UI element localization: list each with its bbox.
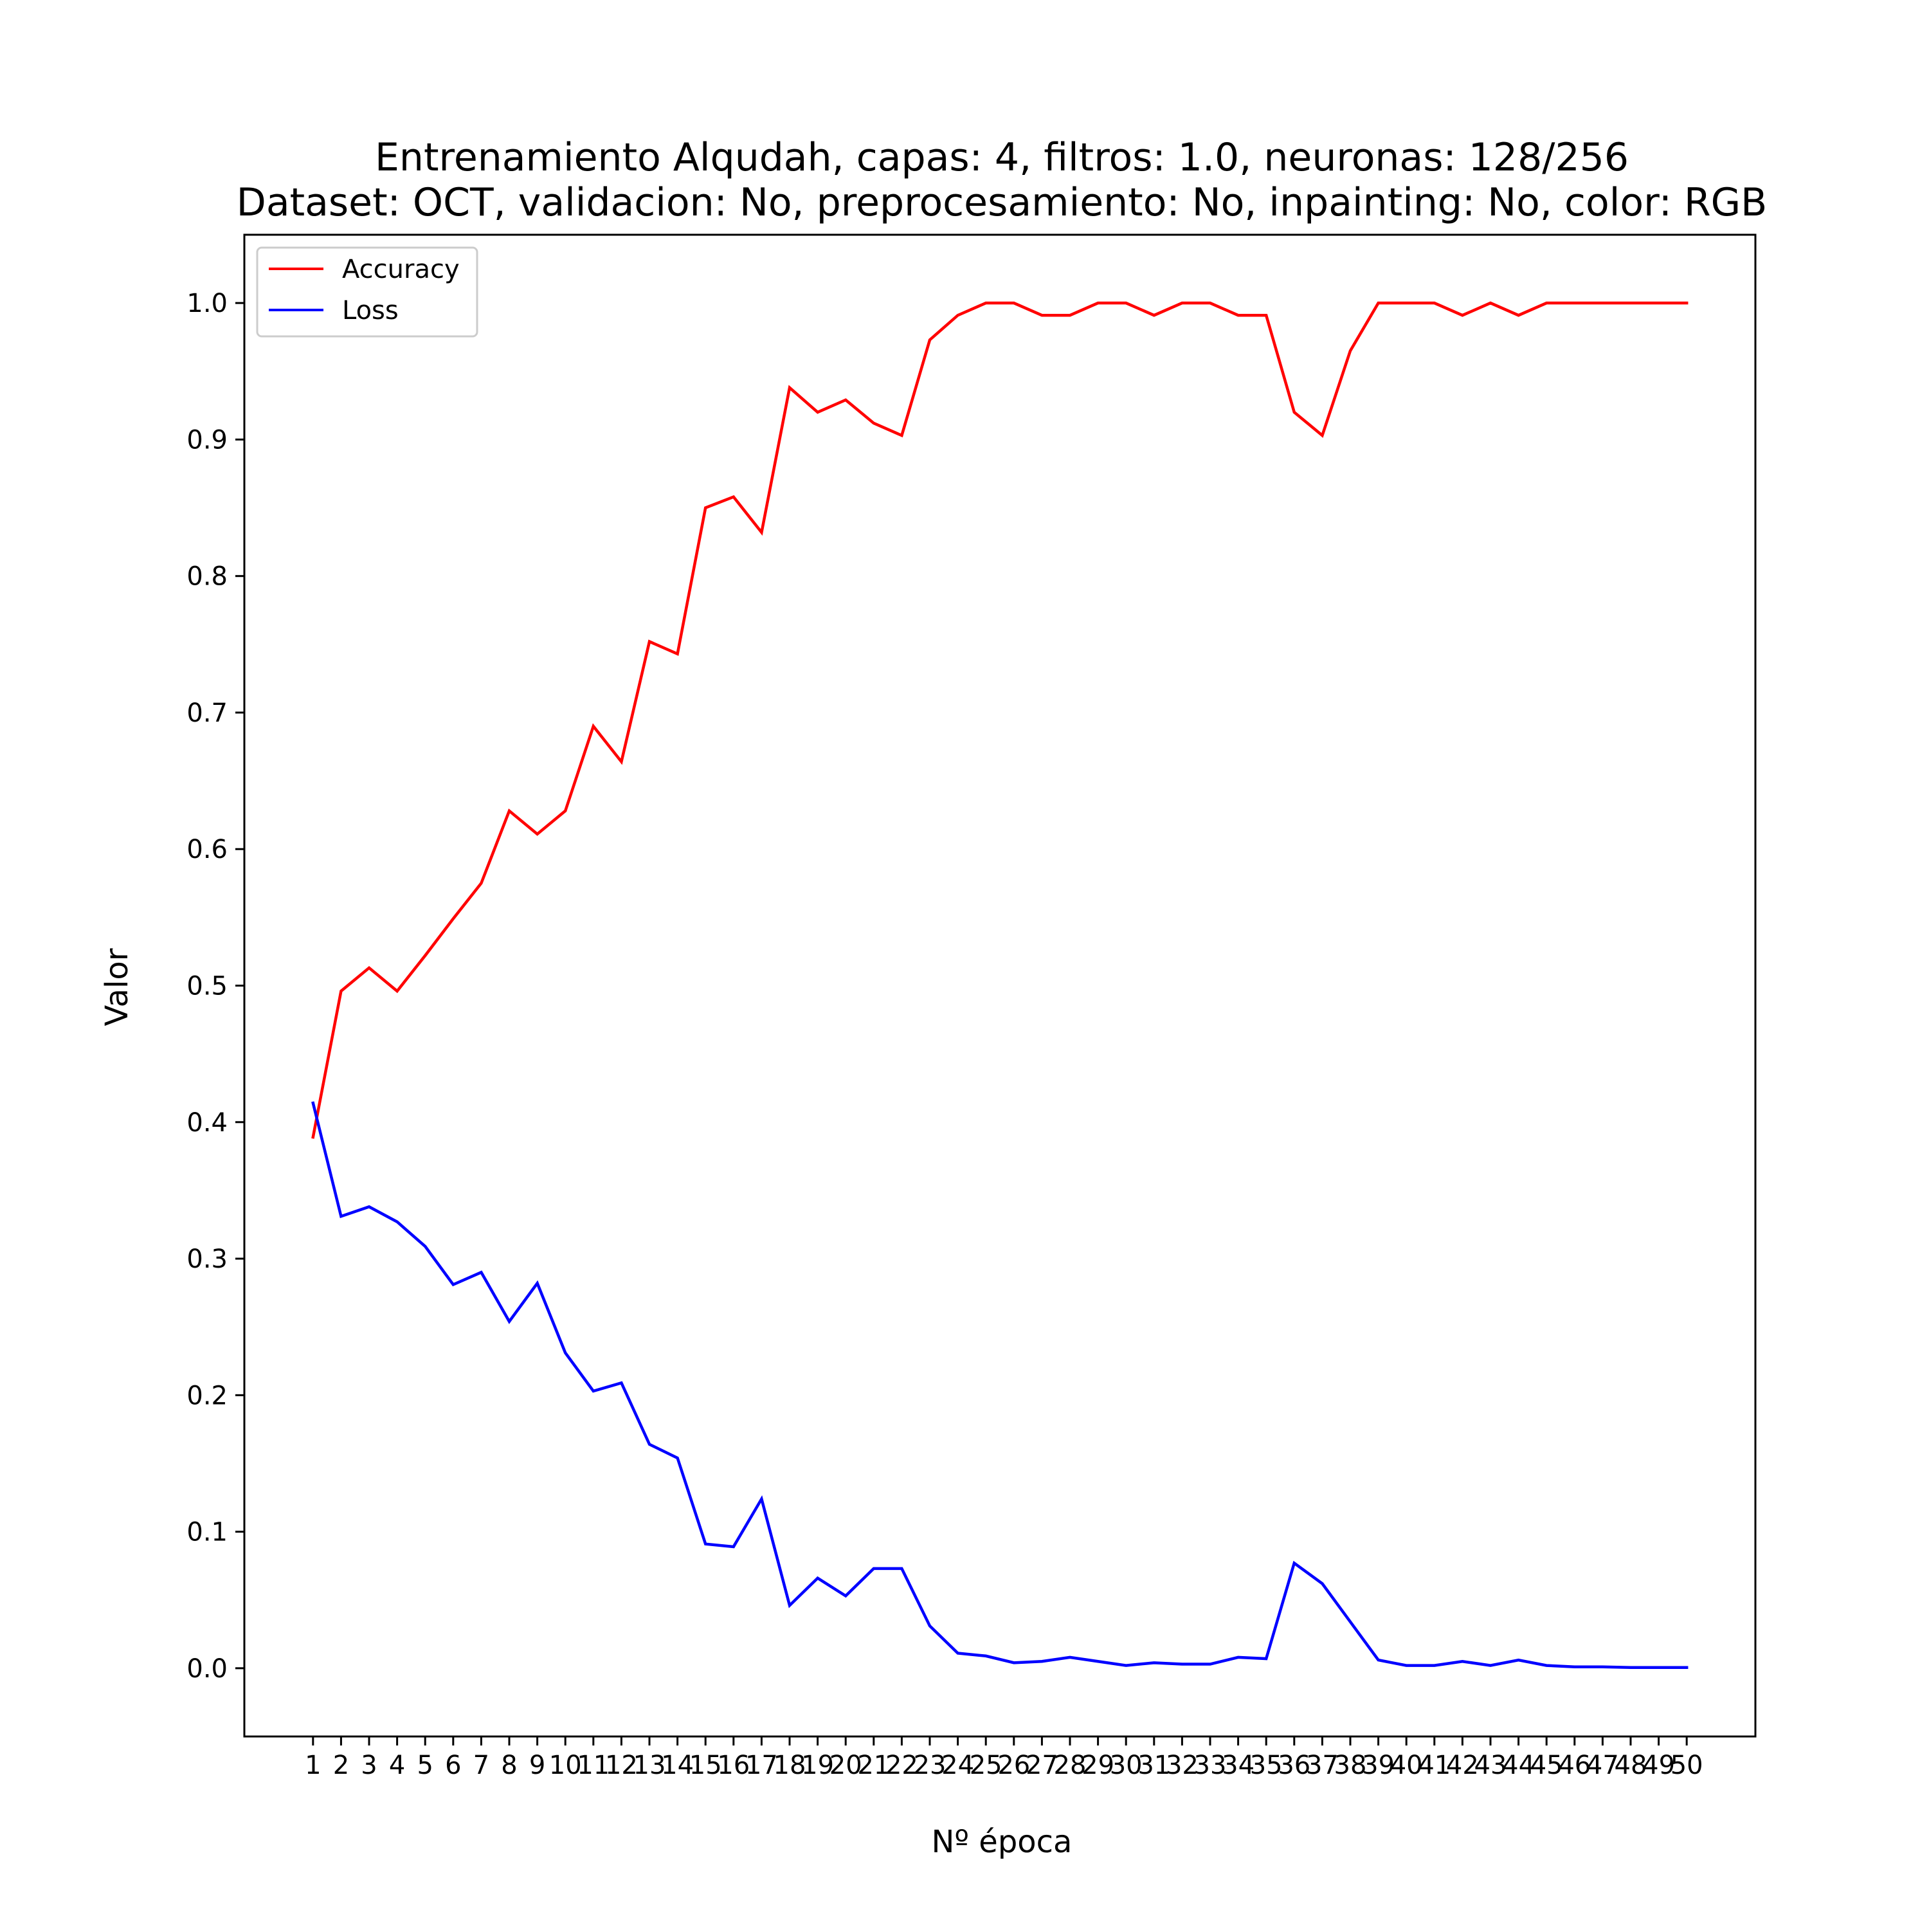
- x-tick-label: 9: [529, 1751, 545, 1780]
- x-tick-label: 29: [1082, 1751, 1114, 1780]
- x-tick-label: 1: [305, 1751, 321, 1780]
- x-tick-label: 4: [389, 1751, 405, 1780]
- y-tick-label: 0.1: [186, 1518, 228, 1547]
- x-tick-label: 18: [774, 1751, 806, 1780]
- series-line-loss: [311, 1101, 1689, 1670]
- x-tick-label: 25: [970, 1751, 1002, 1780]
- legend-label-accuracy: Accuracy: [342, 255, 460, 284]
- legend-label-loss: Loss: [342, 296, 399, 325]
- x-tick-label: 47: [1586, 1751, 1619, 1780]
- x-tick-label: 35: [1250, 1751, 1283, 1780]
- x-tick-label: 28: [1054, 1751, 1087, 1780]
- x-tick-label: 10: [549, 1751, 582, 1780]
- chart-subtitle: Dataset: OCT, validacion: No, preprocesa…: [237, 180, 1768, 225]
- y-tick-label: 1.0: [186, 289, 228, 318]
- y-tick-label: 0.7: [186, 698, 228, 728]
- y-tick-label: 0.0: [186, 1654, 228, 1684]
- x-tick-label: 42: [1446, 1751, 1479, 1780]
- series-line-accuracy: [311, 301, 1689, 1139]
- x-tick-label: 34: [1222, 1751, 1254, 1780]
- x-tick-label: 23: [914, 1751, 946, 1780]
- x-tick-label: 40: [1390, 1751, 1423, 1780]
- x-tick-label: 39: [1362, 1751, 1395, 1780]
- y-tick-label: 0.6: [186, 835, 228, 864]
- x-tick-label: 43: [1474, 1751, 1507, 1780]
- x-tick-label: 38: [1334, 1751, 1367, 1780]
- x-tick-label: 20: [829, 1751, 862, 1780]
- plot-area: 1 2 3 4 5 6 7 8 9 1011121314151617181920212223242…: [186, 233, 1757, 1780]
- x-tick-label: 21: [857, 1751, 890, 1780]
- x-tick-label: 45: [1530, 1751, 1563, 1780]
- x-tick-label: 46: [1558, 1751, 1591, 1780]
- x-tick-label: 48: [1615, 1751, 1647, 1780]
- x-tick-label: 19: [801, 1751, 834, 1780]
- x-tick-label: 41: [1418, 1751, 1451, 1780]
- x-tick-label: 44: [1502, 1751, 1535, 1780]
- y-tick-label: 0.3: [186, 1244, 228, 1274]
- x-tick-label: 11: [577, 1751, 610, 1780]
- x-tick-label: 30: [1110, 1751, 1143, 1780]
- x-tick-label: 24: [941, 1751, 974, 1780]
- chart-title: Entrenamiento Alqudah, capas: 4, filtros…: [375, 135, 1629, 180]
- x-tick-label: 31: [1137, 1751, 1170, 1780]
- x-tick-label: 3: [361, 1751, 377, 1780]
- y-tick-label: 0.4: [186, 1108, 228, 1138]
- x-tick-label: 14: [661, 1751, 694, 1780]
- x-tick-label: 27: [1026, 1751, 1058, 1780]
- legend: Accuracy Loss: [256, 246, 478, 338]
- x-tick-label: 17: [745, 1751, 778, 1780]
- x-tick-label: 2: [333, 1751, 349, 1780]
- x-tick-label: 13: [633, 1751, 666, 1780]
- y-tick-label: 0.8: [186, 562, 228, 592]
- x-tick-label: 7: [473, 1751, 489, 1780]
- y-tick-label: 0.5: [186, 972, 228, 1001]
- x-tick-label: 12: [605, 1751, 638, 1780]
- x-tick-label: 36: [1278, 1751, 1310, 1780]
- x-tick-label: 37: [1306, 1751, 1339, 1780]
- x-tick-label: 15: [689, 1751, 722, 1780]
- x-tick-label: 8: [501, 1751, 517, 1780]
- y-tick-label: 0.9: [186, 425, 228, 455]
- x-tick-label: 32: [1166, 1751, 1199, 1780]
- x-tick-label: 50: [1671, 1751, 1703, 1780]
- x-tick-label: 6: [445, 1751, 461, 1780]
- y-axis-label: Valor: [99, 948, 135, 1026]
- y-tick-label: 0.2: [186, 1381, 228, 1410]
- x-tick-label: 22: [885, 1751, 918, 1780]
- x-tick-label: 16: [717, 1751, 750, 1780]
- x-axis-label: Nº época: [932, 1824, 1073, 1860]
- x-tick-label: 26: [997, 1751, 1030, 1780]
- x-tick-label: 33: [1194, 1751, 1227, 1780]
- x-tick-label: 49: [1642, 1751, 1675, 1780]
- x-tick-label: 5: [417, 1751, 433, 1780]
